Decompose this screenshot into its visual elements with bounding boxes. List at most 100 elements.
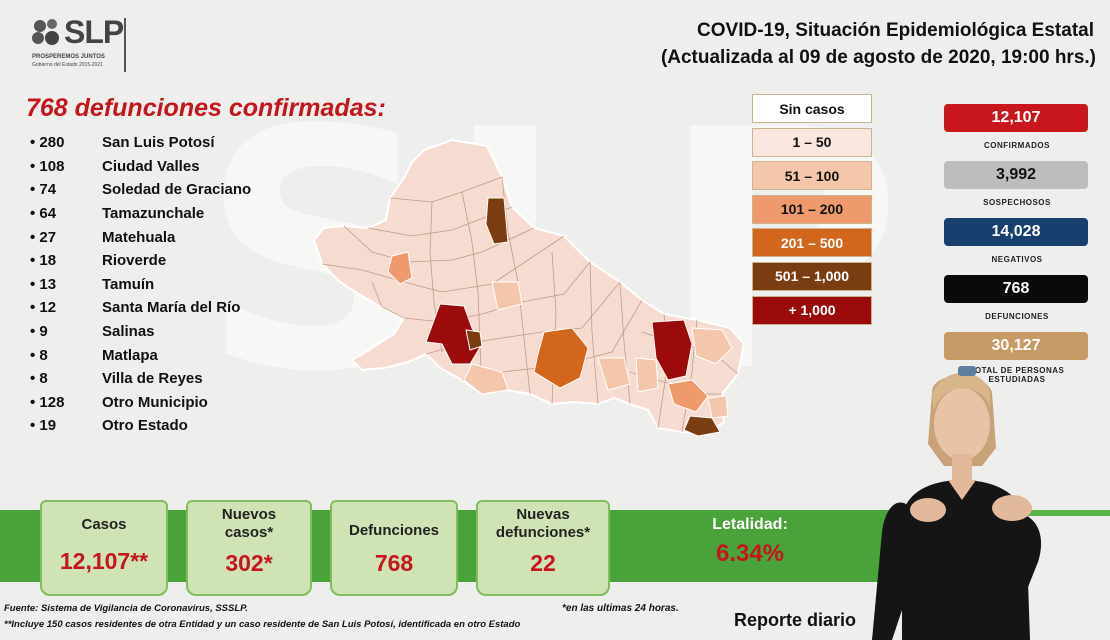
- legend-label: Sin casos: [779, 100, 845, 117]
- stat-panel: 12,107 CONFIRMADOS 3,992 SOSPECHOSOS 14,…: [944, 104, 1090, 389]
- death-count: 74: [30, 181, 102, 198]
- card-value: 302*: [225, 550, 273, 576]
- deaths-title: 768 defunciones confirmadas:: [26, 94, 386, 122]
- logo-subtitle: Gobierno del Estado 2015-2021: [32, 62, 103, 68]
- card-nuevos-casos: Nuevos casos* 302*: [186, 500, 312, 596]
- lethality: Letalidad: 6.34%: [650, 508, 850, 580]
- stat-label: TOTAL DE PERSONAS ESTUDIADAS: [969, 366, 1065, 384]
- death-place: Tamazunchale: [102, 205, 205, 223]
- death-count: 108: [30, 158, 102, 175]
- map-legend: Sin casos 1 – 50 51 – 100 101 – 200 201 …: [752, 94, 874, 329]
- page-subtitle: (Actualizada al 09 de agosto de 2020, 19…: [660, 47, 1096, 68]
- region-soledad: [465, 329, 483, 351]
- region-medio-1: [491, 281, 523, 311]
- region-medio-2: [597, 357, 631, 391]
- death-count: 8: [30, 347, 102, 364]
- legend-item: 501 – 1,000: [752, 261, 872, 291]
- card-defunciones: Defunciones 768: [330, 500, 458, 596]
- stat-label: CONFIRMADOS: [984, 141, 1050, 150]
- legend-item: + 1,000: [752, 295, 872, 325]
- death-count: 280: [30, 134, 102, 151]
- stat-defunciones: 768: [944, 275, 1088, 303]
- region-sur-1: [463, 363, 509, 395]
- lethality-label: Letalidad:: [712, 516, 788, 533]
- stat-label: NEGATIVOS: [991, 255, 1043, 264]
- logo-divider: [124, 18, 126, 72]
- logo-text: SLP: [64, 14, 124, 50]
- death-place: Otro Estado: [102, 417, 188, 435]
- logo-tagline: PROSPEREMOS JUNTOS: [32, 54, 105, 60]
- stat-negativos: 14,028: [944, 218, 1088, 246]
- stat-estudiadas: 30,127: [944, 332, 1088, 360]
- legend-item: 201 – 500: [752, 228, 872, 258]
- region-cd-valles: [651, 319, 693, 381]
- logo-mark-icon: [32, 19, 59, 45]
- region-matehuala: [485, 197, 509, 245]
- death-place: Matehuala: [102, 228, 176, 246]
- lethality-value: 6.34%: [715, 540, 785, 567]
- legend-label: 51 – 100: [784, 167, 840, 184]
- death-count: 18: [30, 252, 102, 269]
- region-slp-capital: [425, 303, 483, 365]
- death-count: 13: [30, 276, 102, 293]
- region-huasteca-1: [691, 327, 733, 365]
- region-huasteca-2: [667, 379, 709, 413]
- death-place: San Luis Potosí: [102, 134, 215, 152]
- card-label: Casos: [81, 516, 127, 533]
- death-place: Soledad de Graciano: [102, 181, 252, 199]
- page-title: COVID-19, Situación Epidemiológica Estat…: [697, 20, 1094, 41]
- legend-label: 201 – 500: [780, 234, 844, 251]
- report-label: Reporte diario: [734, 610, 857, 630]
- legend-label: + 1,000: [788, 302, 836, 319]
- death-place: Santa María del Río: [102, 299, 241, 317]
- death-count: 8: [30, 370, 102, 387]
- state-map: [312, 138, 746, 437]
- cases-footnote: **Incluye 150 casos residentes de otra E…: [4, 619, 521, 630]
- stat-confirmados: 12,107: [944, 104, 1088, 132]
- death-place: Matlapa: [102, 346, 158, 364]
- legend-item: 101 – 200: [752, 194, 872, 224]
- legend-label: 501 – 1,000: [775, 268, 849, 285]
- source-footnote: Fuente: Sistema de Vigilancia de Coronav…: [4, 603, 248, 614]
- death-count: 19: [30, 417, 102, 434]
- death-count: 64: [30, 205, 102, 222]
- legend-item: 51 – 100: [752, 161, 872, 191]
- card-value: 768: [374, 550, 414, 576]
- region-tamazunchale: [683, 415, 721, 437]
- legend-label: 1 – 50: [792, 134, 832, 151]
- region-medio-3: [635, 357, 659, 393]
- death-place: Salinas: [102, 323, 155, 341]
- death-place: Ciudad Valles: [102, 157, 200, 175]
- card-value: 22: [530, 550, 556, 576]
- death-count: 128: [30, 394, 102, 411]
- death-count: 27: [30, 229, 102, 246]
- card-label: Nuevas defunciones*: [495, 506, 591, 541]
- stat-label: DEFUNCIONES: [985, 312, 1049, 321]
- sign-language-interpreter: [872, 366, 1042, 640]
- death-place: Tamuín: [102, 275, 155, 293]
- card-label: Nuevos casos*: [221, 506, 277, 541]
- death-place: Otro Municipio: [102, 393, 208, 411]
- region-huasteca-3: [707, 395, 729, 419]
- death-place: Rioverde: [102, 252, 167, 270]
- card-value: 12,107**: [59, 548, 149, 574]
- legend-item: Sin casos: [752, 94, 872, 123]
- death-count: 9: [30, 323, 102, 340]
- card-label: Defunciones: [348, 522, 439, 539]
- death-place: Villa de Reyes: [102, 370, 203, 388]
- death-count: 12: [30, 299, 102, 316]
